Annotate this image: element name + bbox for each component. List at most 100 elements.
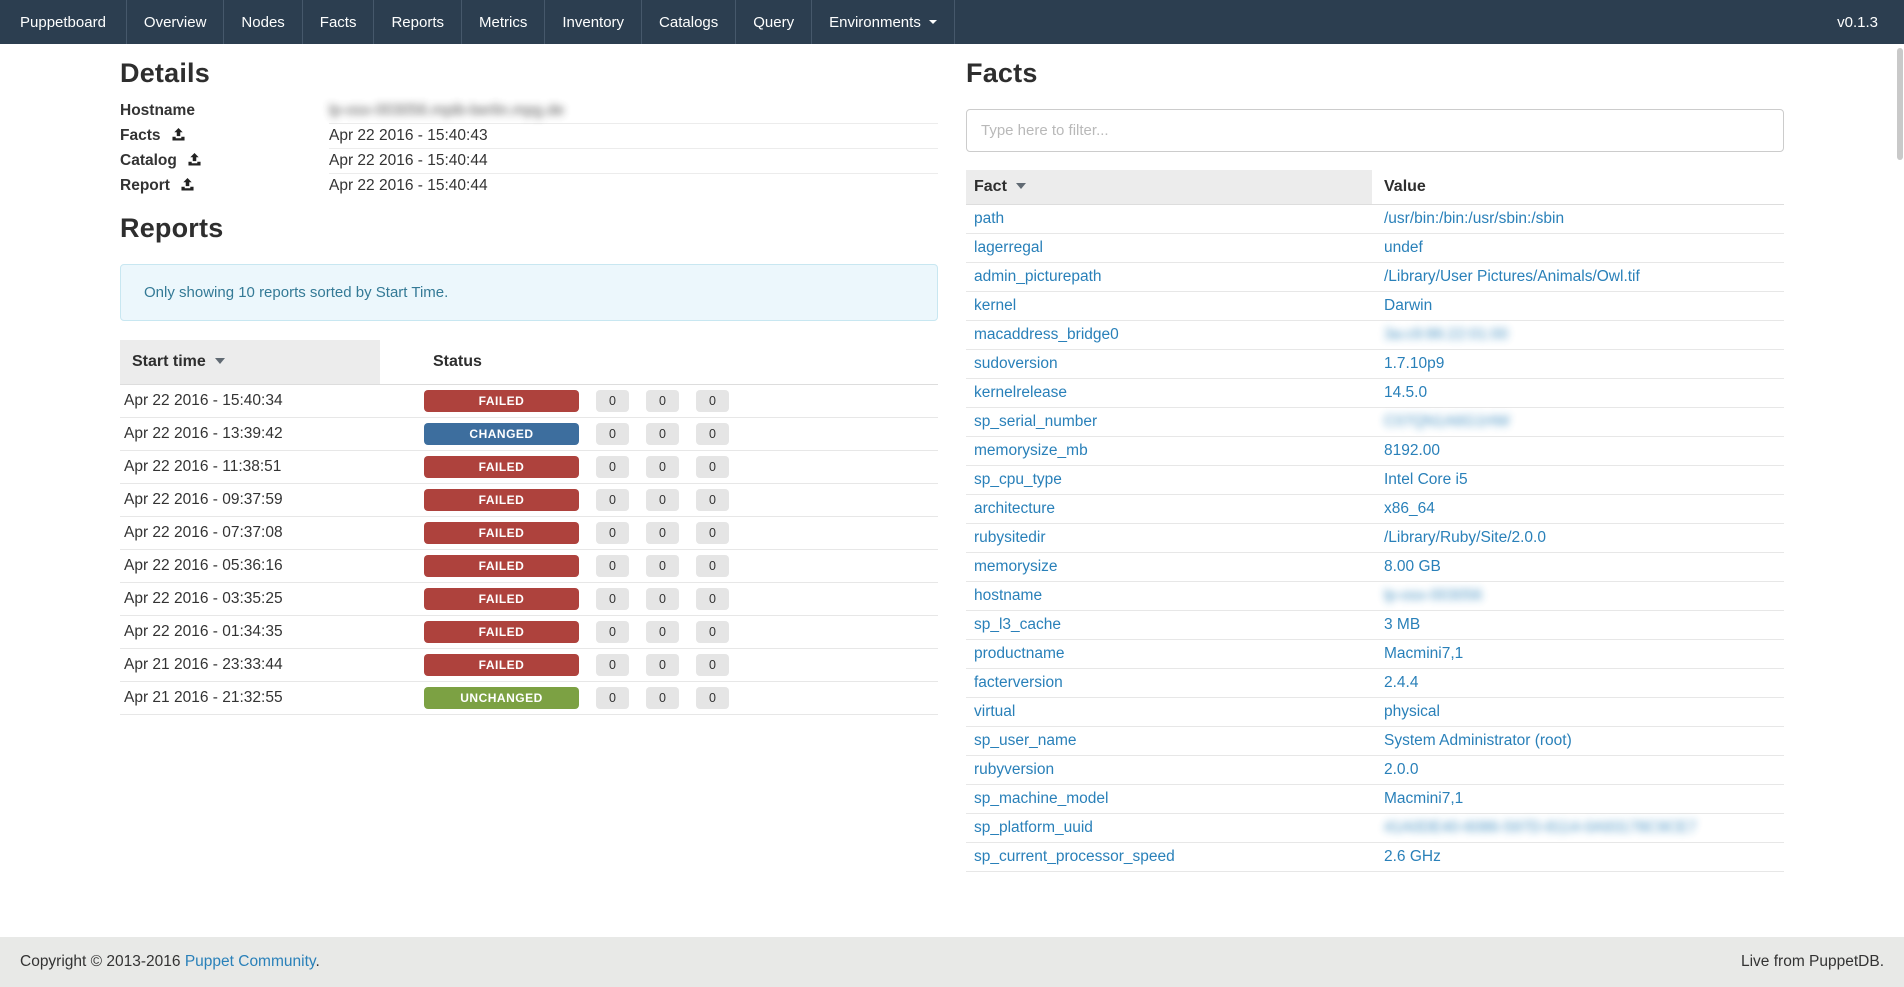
status-badge[interactable]: FAILED xyxy=(424,653,579,676)
fact-value-link[interactable]: /usr/bin:/bin:/usr/sbin:/sbin xyxy=(1384,210,1565,227)
status-badge[interactable]: CHANGED xyxy=(424,422,579,445)
navbar-brand[interactable]: Puppetboard xyxy=(0,0,127,44)
count-badge: 0 xyxy=(646,389,679,412)
nav-item-nodes[interactable]: Nodes xyxy=(224,0,303,44)
fact-value-link[interactable]: 41A0DE40-6086-597D-8114-0A93178C9CE7 xyxy=(1384,819,1697,836)
fact-value-link[interactable]: 3a:c9:86:22:01:00 xyxy=(1384,326,1509,343)
fact-row: productname Macmini7,1 xyxy=(966,639,1784,669)
status-badge[interactable]: FAILED xyxy=(424,554,579,577)
fact-value-link[interactable]: 2.0.0 xyxy=(1384,761,1419,778)
fact-value-link[interactable]: /Library/Ruby/Site/2.0.0 xyxy=(1384,529,1546,546)
fact-row: sp_platform_uuid 41A0DE40-6086-597D-8114-… xyxy=(966,813,1784,843)
copyright: Copyright © 2013-2016 Puppet Community. xyxy=(20,953,320,971)
fact-name-link[interactable]: architecture xyxy=(974,500,1055,517)
report-start-time: Apr 22 2016 - 09:37:59 xyxy=(124,490,283,508)
status-badge[interactable]: FAILED xyxy=(424,488,579,511)
fact-value-link[interactable]: 14.5.0 xyxy=(1384,384,1428,401)
fact-value-link[interactable]: x86_64 xyxy=(1384,500,1435,517)
fact-value-link[interactable]: Macmini7,1 xyxy=(1384,790,1464,807)
fact-value-link[interactable]: Macmini7,1 xyxy=(1384,645,1464,662)
fact-name-link[interactable]: macaddress_bridge0 xyxy=(974,326,1119,343)
column-header-status[interactable]: Status xyxy=(380,339,938,385)
count-badge: 0 xyxy=(646,620,679,643)
copyright-period: . xyxy=(315,953,320,970)
fact-value-link[interactable]: 2.6 GHz xyxy=(1384,848,1441,865)
fact-name-link[interactable]: sp_machine_model xyxy=(974,790,1109,807)
fact-name-link[interactable]: admin_picturepath xyxy=(974,268,1102,285)
facts-filter-input[interactable] xyxy=(966,109,1784,152)
navbar: Puppetboard Overview Nodes Facts Reports Met… xyxy=(0,0,1904,44)
fact-value-link[interactable]: 3 MB xyxy=(1384,616,1421,633)
puppet-community-link[interactable]: Puppet Community xyxy=(184,953,316,970)
fact-name-link[interactable]: kernel xyxy=(974,297,1017,314)
column-header-fact[interactable]: Fact xyxy=(966,170,1372,205)
column-header-value[interactable]: Value xyxy=(1372,170,1784,205)
count-badge: 0 xyxy=(696,389,729,412)
fact-value-cell: 41A0DE40-6086-597D-8114-0A93178C9CE7 xyxy=(1372,814,1784,843)
nav-item-overview[interactable]: Overview xyxy=(127,0,225,44)
navbar-items: Overview Nodes Facts Reports Metrics Inventor… xyxy=(127,0,813,44)
fact-value-link[interactable]: Intel Core i5 xyxy=(1384,471,1468,488)
fact-header-label: Fact xyxy=(974,178,1007,195)
fact-name-link[interactable]: rubyversion xyxy=(974,761,1055,778)
report-start-time: Apr 21 2016 - 23:33:44 xyxy=(124,655,283,673)
scrollbar-thumb[interactable] xyxy=(1897,48,1903,160)
count-badge: 0 xyxy=(696,653,729,676)
report-status-cell: FAILED 0 0 0 xyxy=(380,517,938,549)
status-badge[interactable]: FAILED xyxy=(424,521,579,544)
fact-name-link[interactable]: path xyxy=(974,210,1005,227)
fact-value-link[interactable]: lp-osx-003056 xyxy=(1384,587,1483,604)
status-badge[interactable]: FAILED xyxy=(424,587,579,610)
fact-name-link[interactable]: hostname xyxy=(974,587,1043,604)
fact-value-link[interactable]: 2.4.4 xyxy=(1384,674,1419,691)
fact-value-link[interactable]: 8192.00 xyxy=(1384,442,1441,459)
fact-name-link[interactable]: sp_cpu_type xyxy=(974,471,1062,488)
fact-value-link[interactable]: C07QN1A6G1HW xyxy=(1384,413,1510,430)
nav-item-inventory[interactable]: Inventory xyxy=(545,0,643,44)
fact-name-link[interactable]: facterversion xyxy=(974,674,1063,691)
fact-name-link[interactable]: kernelrelease xyxy=(974,384,1068,401)
fact-value-link[interactable]: /Library/User Pictures/Animals/Owl.tif xyxy=(1384,268,1640,285)
fact-name-link[interactable]: sp_serial_number xyxy=(974,413,1098,430)
fact-name-cell: memorysize_mb xyxy=(966,437,1372,466)
fact-name-link[interactable]: sp_user_name xyxy=(974,732,1077,749)
count-badge: 0 xyxy=(696,587,729,610)
fact-name-link[interactable]: productname xyxy=(974,645,1065,662)
fact-value-link[interactable]: Darwin xyxy=(1384,297,1433,314)
column-header-start-time[interactable]: Start time xyxy=(120,339,380,385)
nav-item-query[interactable]: Query xyxy=(736,0,813,44)
nav-item-metrics[interactable]: Metrics xyxy=(462,0,546,44)
nav-item-catalogs[interactable]: Catalogs xyxy=(642,0,737,44)
fact-name-link[interactable]: sp_platform_uuid xyxy=(974,819,1093,836)
fact-value-link[interactable]: physical xyxy=(1384,703,1440,720)
fact-name-link[interactable]: memorysize xyxy=(974,558,1058,575)
fact-name-link[interactable]: sudoversion xyxy=(974,355,1058,372)
report-upload-link[interactable] xyxy=(181,177,194,196)
fact-row: kernelrelease 14.5.0 xyxy=(966,378,1784,408)
status-badge[interactable]: UNCHANGED xyxy=(424,686,579,709)
fact-value-cell: 8192.00 xyxy=(1372,437,1784,466)
fact-value-link[interactable]: undef xyxy=(1384,239,1423,256)
fact-name-link[interactable]: sp_l3_cache xyxy=(974,616,1062,633)
count-badge: 0 xyxy=(646,653,679,676)
nav-item-facts[interactable]: Facts xyxy=(303,0,375,44)
fact-name-link[interactable]: lagerregal xyxy=(974,239,1043,256)
fact-name-link[interactable]: memorysize_mb xyxy=(974,442,1088,459)
fact-name-link[interactable]: virtual xyxy=(974,703,1016,720)
facts-upload-link[interactable] xyxy=(171,127,185,146)
reports-table: Start time Status Apr 22 2016 - 15:40:34… xyxy=(120,339,938,715)
status-badge[interactable]: FAILED xyxy=(424,620,579,643)
catalog-upload-link[interactable] xyxy=(188,152,201,171)
fact-value-link[interactable]: System Administrator (root) xyxy=(1384,732,1572,749)
fact-name-link[interactable]: rubysitedir xyxy=(974,529,1046,546)
fact-value-cell: /Library/Ruby/Site/2.0.0 xyxy=(1372,524,1784,553)
status-badge[interactable]: FAILED xyxy=(424,455,579,478)
nav-item-environments[interactable]: Environments xyxy=(812,0,955,44)
fact-value-link[interactable]: 1.7.10p9 xyxy=(1384,355,1445,372)
fact-row: architecture x86_64 xyxy=(966,494,1784,524)
fact-value-link[interactable]: 8.00 GB xyxy=(1384,558,1441,575)
status-badge[interactable]: FAILED xyxy=(424,389,579,412)
upload-icon xyxy=(188,152,201,170)
fact-name-link[interactable]: sp_current_processor_speed xyxy=(974,848,1175,865)
nav-item-reports[interactable]: Reports xyxy=(374,0,462,44)
